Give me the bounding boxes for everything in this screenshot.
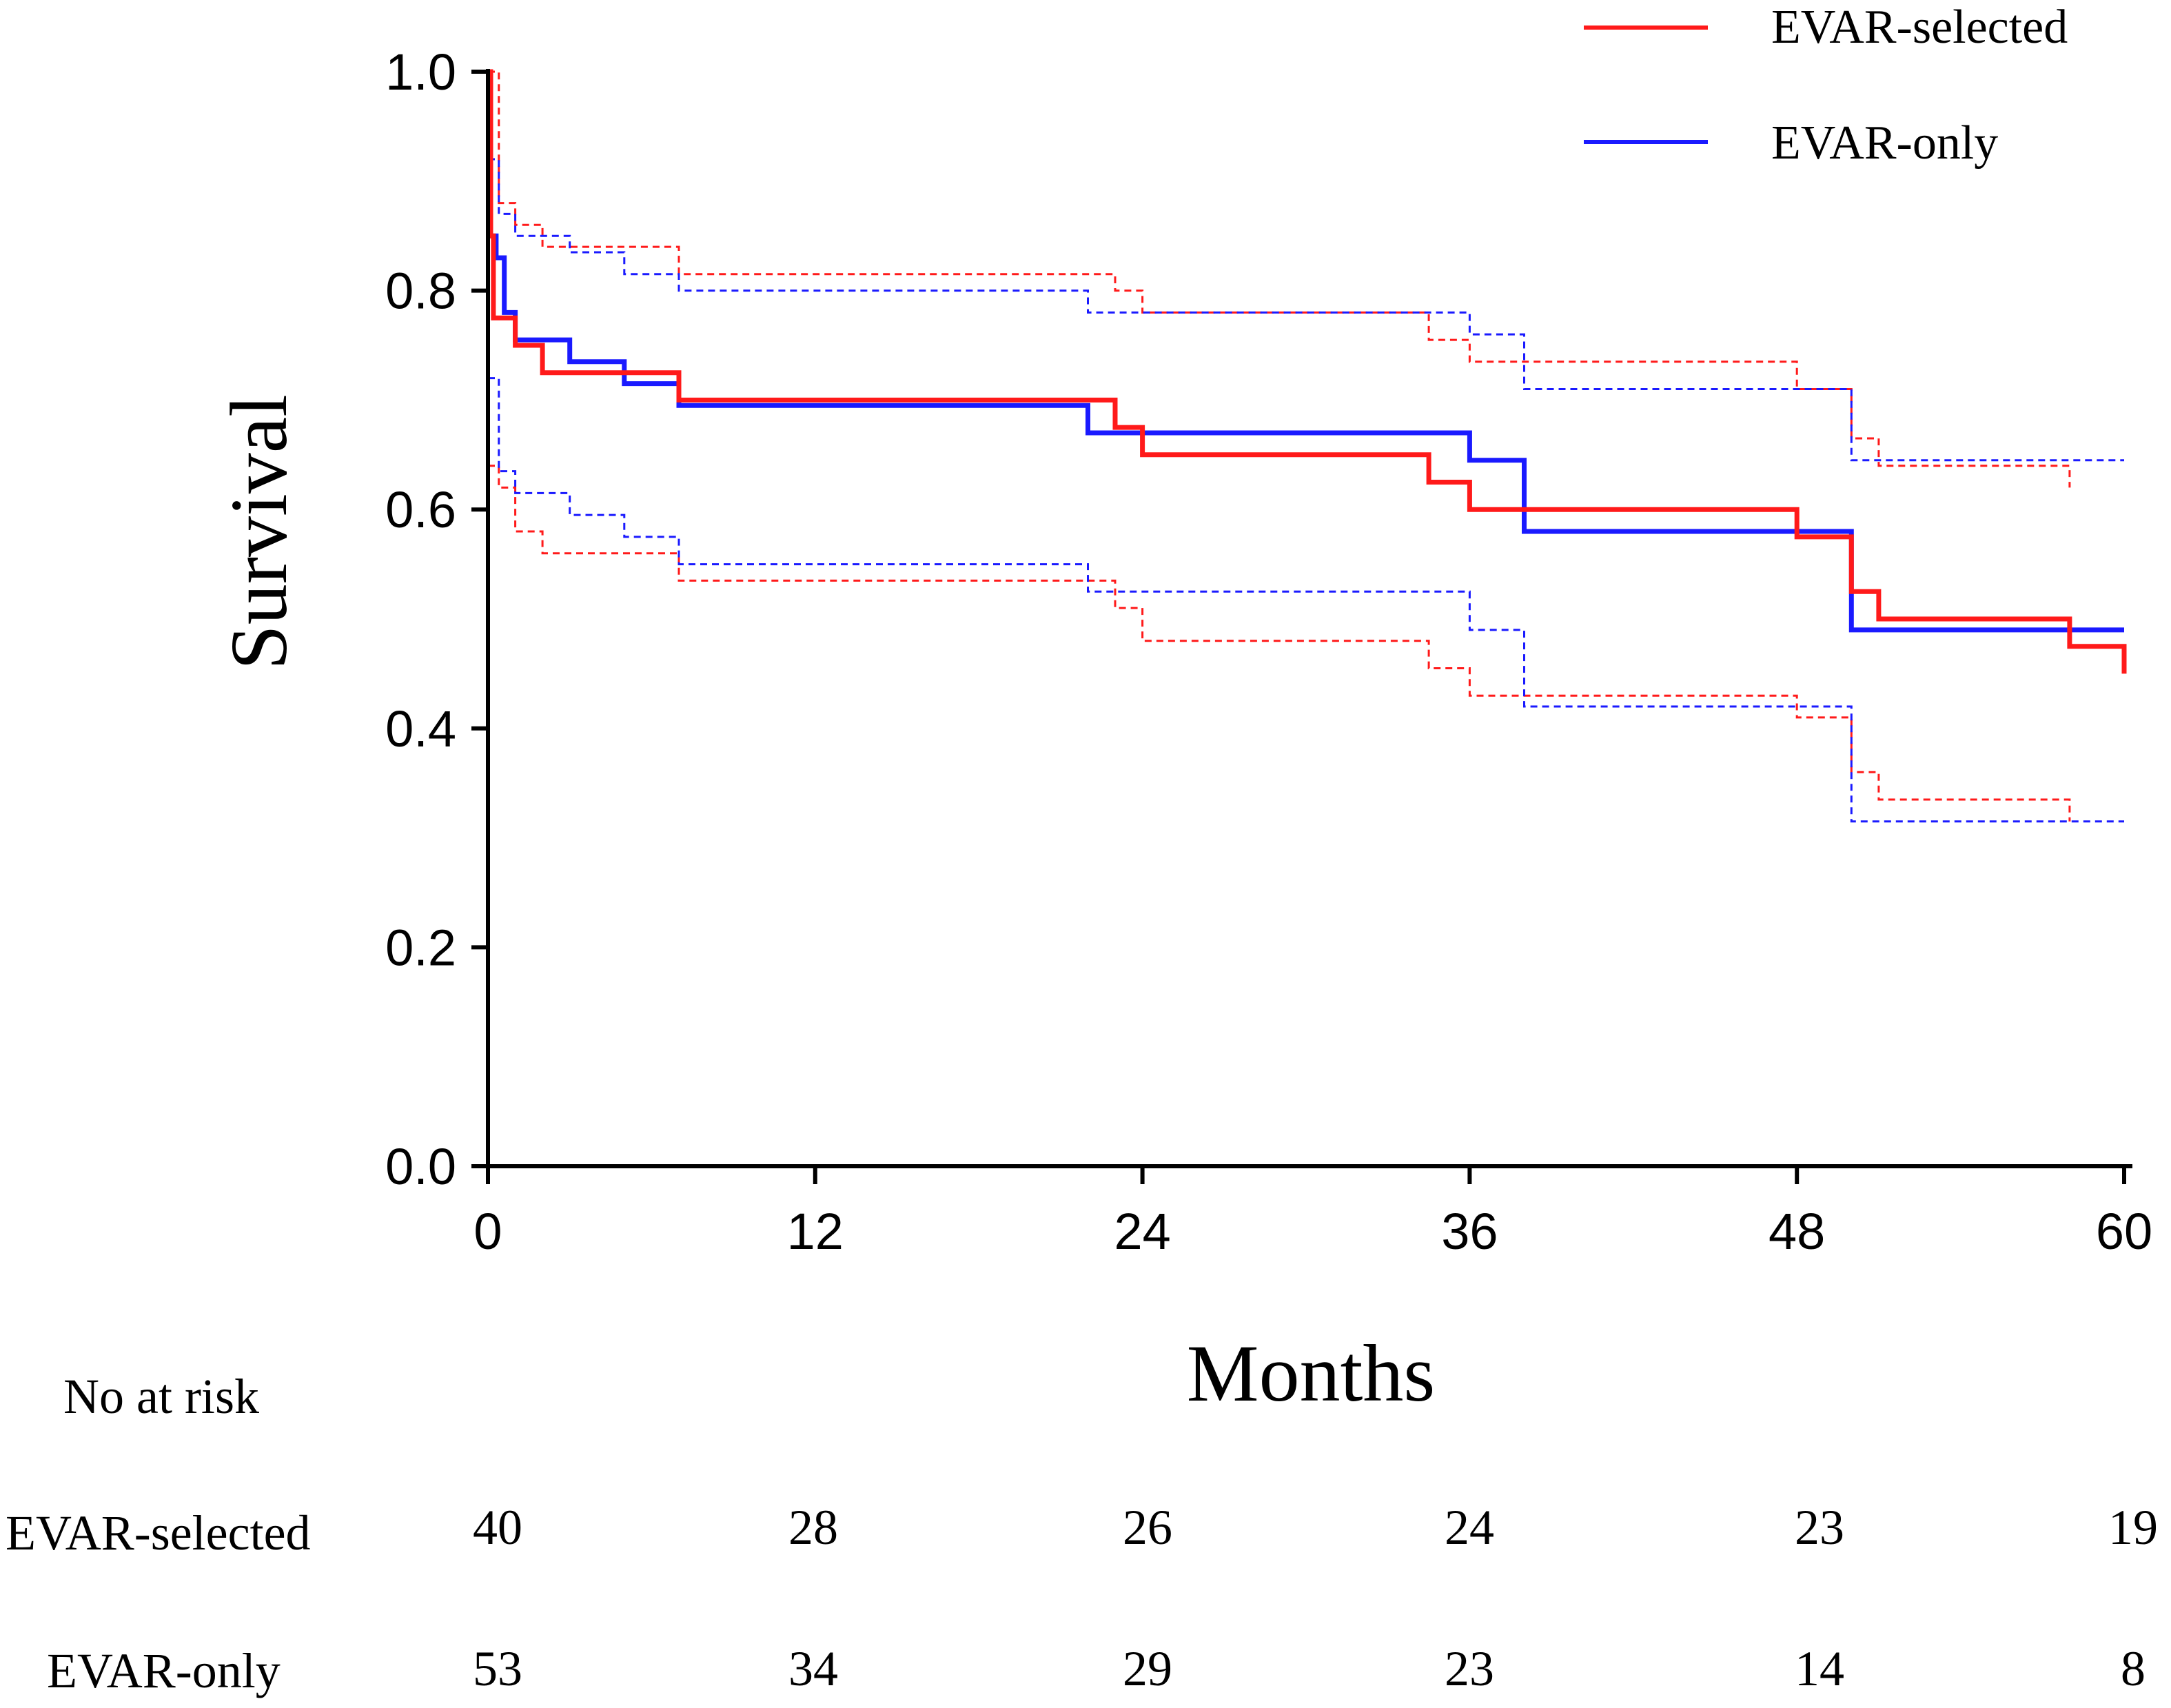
x-tick-label: 48 bbox=[1769, 1203, 1825, 1260]
y-tick-label: 0.4 bbox=[385, 700, 456, 758]
x-tick-label: 36 bbox=[1441, 1203, 1498, 1260]
ci-lower-evar-only bbox=[488, 377, 2124, 823]
y-tick-label: 0.0 bbox=[385, 1138, 456, 1195]
risk-value-evar-only: 29 bbox=[1123, 1641, 1172, 1696]
risk-table-title: No at risk bbox=[63, 1369, 259, 1424]
y-tick-label: 1.0 bbox=[385, 43, 456, 101]
risk-value-evar-only: 23 bbox=[1445, 1641, 1494, 1696]
risk-table: No at risk EVAR-selected EVAR-only 40 28 2… bbox=[6, 1369, 2158, 1698]
risk-row-label-evar-only: EVAR-only bbox=[47, 1643, 281, 1698]
risk-value-evar-only: 53 bbox=[473, 1641, 522, 1696]
risk-value-evar-only: 34 bbox=[788, 1641, 838, 1696]
confidence-intervals bbox=[488, 70, 2124, 823]
risk-value-evar-selected: 23 bbox=[1795, 1500, 1844, 1555]
risk-value-evar-selected: 24 bbox=[1445, 1500, 1494, 1555]
x-axis-title: Months bbox=[1187, 1328, 1436, 1419]
x-axis-ticks: 0 12 24 36 48 60 bbox=[473, 1166, 2152, 1260]
risk-value-evar-selected: 40 bbox=[473, 1500, 522, 1555]
survival-curves bbox=[488, 69, 2127, 674]
risk-values: 40 28 26 24 23 19 53 34 29 23 14 8 bbox=[473, 1500, 2158, 1696]
risk-row-label-evar-selected: EVAR-selected bbox=[6, 1505, 311, 1560]
risk-value-evar-selected: 19 bbox=[2108, 1500, 2158, 1555]
risk-value-evar-selected: 28 bbox=[788, 1500, 838, 1555]
legend-label-evar-selected: EVAR-selected bbox=[1771, 1, 2068, 54]
ci-upper-evar-only bbox=[488, 158, 2124, 462]
survival-curve-evar-selected bbox=[488, 69, 2127, 674]
y-tick-label: 0.6 bbox=[385, 481, 456, 538]
ci-upper-evar-selected bbox=[488, 70, 2071, 488]
ci-lower-evar-selected bbox=[488, 465, 2071, 822]
legend-label-evar-only: EVAR-only bbox=[1771, 116, 1998, 170]
y-axis-ticks: 0.0 0.2 0.4 0.6 0.8 1.0 bbox=[385, 43, 488, 1195]
x-tick-label: 0 bbox=[473, 1203, 502, 1260]
risk-value-evar-only: 14 bbox=[1795, 1641, 1844, 1696]
x-tick-label: 12 bbox=[787, 1203, 844, 1260]
risk-value-evar-selected: 26 bbox=[1123, 1500, 1172, 1555]
x-tick-label: 60 bbox=[2096, 1203, 2152, 1260]
legend: EVAR-selected EVAR-only bbox=[1584, 1, 2068, 170]
risk-value-evar-only: 8 bbox=[2121, 1641, 2145, 1696]
y-tick-label: 0.8 bbox=[385, 263, 456, 320]
y-axis-title: Survival bbox=[214, 394, 304, 670]
x-tick-label: 24 bbox=[1114, 1203, 1170, 1260]
y-tick-label: 0.2 bbox=[385, 919, 456, 976]
